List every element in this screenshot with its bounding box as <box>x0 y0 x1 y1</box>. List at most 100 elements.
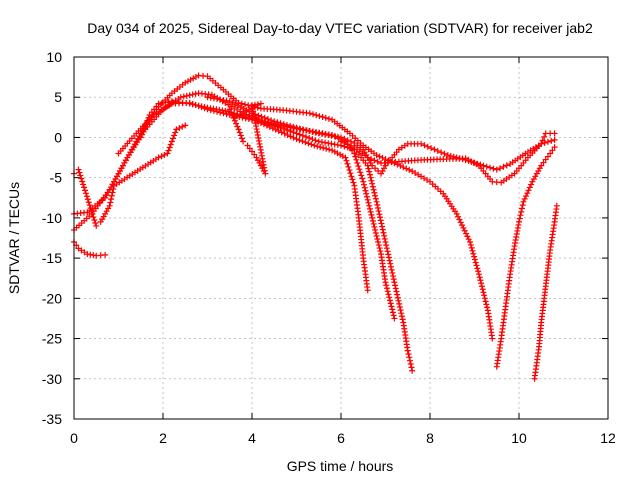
data-point <box>299 132 306 139</box>
data-point <box>238 135 245 142</box>
data-point <box>90 214 97 221</box>
data-point <box>497 165 504 172</box>
data-point <box>379 226 386 233</box>
data-point <box>179 123 186 130</box>
data-point <box>305 140 312 147</box>
data-point <box>239 114 246 121</box>
data-point <box>363 193 370 200</box>
data-point <box>76 169 83 176</box>
data-point <box>503 162 510 169</box>
data-point <box>173 126 180 133</box>
data-point <box>386 297 393 304</box>
data-point <box>382 279 389 286</box>
data-point <box>493 166 500 173</box>
data-point <box>322 114 329 121</box>
data-point <box>302 139 309 146</box>
data-point <box>296 137 303 144</box>
data-point <box>521 195 528 202</box>
data-point <box>78 175 85 182</box>
data-point <box>258 113 265 120</box>
data-point <box>538 162 545 169</box>
data-point <box>528 181 535 188</box>
data-point <box>476 274 483 281</box>
data-point <box>86 202 93 209</box>
data-point <box>386 257 393 264</box>
data-point <box>553 202 560 209</box>
data-point <box>362 187 369 194</box>
data-point <box>316 113 323 120</box>
data-point <box>110 186 117 193</box>
data-point <box>255 112 262 119</box>
data-point <box>79 178 86 185</box>
data-point <box>461 227 468 234</box>
data-point <box>284 132 291 139</box>
data-point <box>441 150 448 157</box>
data-point <box>406 166 413 173</box>
data-point <box>471 256 478 263</box>
data-point <box>204 106 211 113</box>
data-point <box>186 92 193 99</box>
data-point <box>283 122 290 129</box>
data-point <box>348 173 355 180</box>
data-point <box>107 199 114 206</box>
data-point <box>392 282 399 289</box>
data-point <box>381 235 388 242</box>
data-point <box>102 251 109 258</box>
data-point <box>287 122 294 129</box>
data-point <box>180 93 187 100</box>
data-point <box>237 132 244 139</box>
data-point <box>428 145 435 152</box>
data-point <box>364 287 371 294</box>
data-point <box>516 218 522 225</box>
data-point <box>366 171 373 178</box>
data-point <box>478 280 485 287</box>
data-point <box>245 116 252 123</box>
data-point <box>274 119 281 126</box>
data-point <box>352 153 359 160</box>
data-point <box>303 127 310 134</box>
data-point <box>472 259 479 266</box>
data-point <box>469 247 476 254</box>
data-point <box>391 315 398 322</box>
data-point <box>306 110 313 117</box>
data-point <box>482 298 489 305</box>
data-point <box>164 150 171 157</box>
data-point <box>303 133 310 140</box>
data-point <box>370 220 377 227</box>
data-point <box>233 120 240 127</box>
data-point <box>240 138 247 145</box>
data-point <box>484 304 491 311</box>
data-point <box>278 129 285 136</box>
y-tick-label: -10 <box>42 210 62 226</box>
data-point <box>347 170 354 177</box>
data-point <box>372 195 379 202</box>
data-point <box>455 213 462 220</box>
data-point <box>388 303 395 310</box>
data-point <box>409 367 416 374</box>
data-point <box>385 251 392 258</box>
data-point <box>397 307 404 314</box>
data-point <box>424 143 431 150</box>
data-point <box>83 193 90 200</box>
data-point <box>172 129 179 136</box>
data-point <box>518 205 525 212</box>
data-point <box>551 144 558 151</box>
data-point <box>542 156 549 163</box>
data-point <box>394 291 401 298</box>
data-point <box>389 309 396 316</box>
data-point <box>325 115 332 122</box>
data-point <box>244 142 251 149</box>
data-point <box>374 236 381 243</box>
data-point <box>171 132 178 139</box>
data-point <box>399 316 406 323</box>
data-point <box>195 103 202 110</box>
data-point <box>468 244 475 251</box>
data-point <box>198 104 205 111</box>
data-point <box>377 248 384 255</box>
data-point <box>317 144 324 151</box>
data-point <box>481 295 488 302</box>
y-tick-label: -5 <box>50 170 63 186</box>
data-point <box>376 245 383 252</box>
data-point <box>77 172 84 179</box>
data-point <box>189 91 196 98</box>
